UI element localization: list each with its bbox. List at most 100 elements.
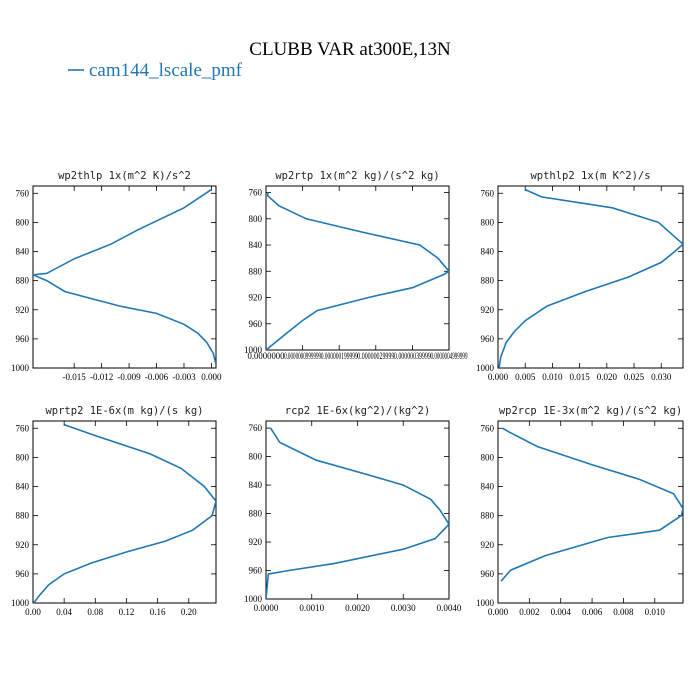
y-tick-label: 840 bbox=[16, 482, 30, 492]
panel-2: wp2rtp 1x(m^2 kg)/(s^2 kg) 760 800 840 880 92… bbox=[244, 170, 468, 361]
panel-title: rcp2 1E-6x(kg^2)/(kg^2) bbox=[285, 405, 430, 417]
y-tick-label: 760 bbox=[16, 423, 30, 433]
y-tick-label: 880 bbox=[249, 509, 263, 519]
panel-title: wp2rtp 1x(m^2 kg)/(s^2 kg) bbox=[275, 170, 439, 182]
x-tick-label: 0.002 bbox=[519, 607, 539, 617]
x-tick-label: -0.003 bbox=[172, 372, 196, 382]
x-tick-label: 0.0040 bbox=[437, 603, 462, 613]
y-tick-label: 840 bbox=[16, 247, 30, 257]
x-tick-label: 0.025 bbox=[624, 372, 645, 382]
y-tick-label: 920 bbox=[16, 540, 30, 550]
y-tick-label: 880 bbox=[16, 511, 30, 521]
x-tick-label: 0.0000000999999 bbox=[284, 351, 321, 361]
x-tick-label: 0.0030 bbox=[391, 603, 416, 613]
x-tick-label: 0.0010 bbox=[299, 603, 324, 613]
y-tick-label: 800 bbox=[481, 217, 495, 227]
y-tick-label: 920 bbox=[481, 540, 495, 550]
y-tick-label: 960 bbox=[481, 334, 495, 344]
panel-frame bbox=[32, 420, 217, 604]
x-tick-label: 0.020 bbox=[597, 372, 618, 382]
x-tick-label: 0.00 bbox=[25, 607, 41, 617]
x-tick-label: -0.009 bbox=[117, 372, 141, 382]
series-line bbox=[266, 427, 449, 599]
x-tick-label: 0.008 bbox=[613, 607, 634, 617]
y-tick-label: 880 bbox=[481, 276, 495, 286]
y-tick-label: 920 bbox=[249, 537, 263, 547]
y-tick-label: 920 bbox=[481, 305, 495, 315]
x-tick-label: 0.006 bbox=[582, 607, 603, 617]
y-tick-label: 960 bbox=[249, 566, 263, 576]
x-tick-label: 0.08 bbox=[87, 607, 103, 617]
panel-title: wprtp2 1E-6x(m kg)/(s kg) bbox=[45, 405, 203, 417]
figure-title: CLUBB VAR at300E,13N bbox=[249, 39, 451, 60]
y-tick-label: 960 bbox=[249, 319, 263, 329]
y-tick-label: 960 bbox=[481, 569, 495, 579]
y-tick-label: 800 bbox=[16, 452, 30, 462]
series-line bbox=[266, 192, 449, 350]
y-tick-label: 800 bbox=[249, 214, 263, 224]
y-tick-label: 960 bbox=[16, 569, 30, 579]
x-tick-label: 0.00000039999 bbox=[394, 351, 431, 361]
y-tick-label: 1000 bbox=[476, 598, 495, 608]
y-tick-label: 840 bbox=[249, 240, 263, 250]
x-tick-label: 0.04 bbox=[56, 607, 72, 617]
panel-title: wp2rcp 1E-3x(m^2 kg)/(s^2 kg) bbox=[499, 405, 682, 417]
x-tick-label: 0.12 bbox=[119, 607, 135, 617]
x-tick-label: 0.000 bbox=[488, 372, 509, 382]
panel-frame bbox=[497, 420, 684, 604]
x-tick-label: -0.012 bbox=[90, 372, 113, 382]
x-tick-label: 0.0020 bbox=[345, 603, 370, 613]
panel-title: wpthlp2 1x(m K^2)/s bbox=[530, 170, 650, 182]
series-line bbox=[33, 188, 216, 365]
y-tick-label: 1000 bbox=[244, 345, 263, 355]
panel-frame bbox=[265, 185, 450, 351]
panel-frame bbox=[32, 185, 217, 369]
panel-4: wprtp2 1E-6x(m kg)/(s kg) 760 800 840 880 920… bbox=[11, 405, 217, 617]
x-tick-label: 0.00000029999 bbox=[357, 351, 394, 361]
panel-title: wp2thlp 1x(m^2 K)/s^2 bbox=[58, 170, 191, 182]
x-tick-label: 0.005 bbox=[515, 372, 536, 382]
y-tick-label: 760 bbox=[16, 188, 30, 198]
y-tick-label: 1000 bbox=[476, 363, 495, 373]
y-tick-label: 840 bbox=[481, 482, 495, 492]
x-tick-label: 0.0000000 bbox=[248, 351, 285, 361]
y-tick-label: 840 bbox=[481, 247, 495, 257]
panel-frame bbox=[497, 185, 684, 369]
x-tick-label: 0.004 bbox=[551, 607, 572, 617]
x-tick-label: 0.0000 bbox=[254, 603, 279, 613]
y-tick-label: 760 bbox=[249, 188, 263, 198]
series-line bbox=[500, 427, 683, 582]
x-tick-label: 0.000 bbox=[488, 607, 509, 617]
y-tick-label: 840 bbox=[249, 480, 263, 490]
x-tick-label: 0.16 bbox=[150, 607, 166, 617]
y-tick-label: 880 bbox=[16, 276, 30, 286]
panel-1: wp2thlp 1x(m^2 K)/s^2 760 800 840 880 920 960 1… bbox=[11, 170, 222, 382]
y-tick-label: 1000 bbox=[244, 594, 263, 604]
x-tick-label: -0.006 bbox=[145, 372, 169, 382]
y-tick-label: 960 bbox=[16, 334, 30, 344]
x-tick-label: 0.000 bbox=[201, 372, 222, 382]
x-tick-label: 0.0000004999999 bbox=[431, 351, 468, 361]
x-tick-label: 0.010 bbox=[542, 372, 563, 382]
y-tick-label: 920 bbox=[249, 293, 263, 303]
x-tick-label: 0.015 bbox=[569, 372, 590, 382]
panel-5: rcp2 1E-6x(kg^2)/(kg^2) 760 800 840 880 920 96… bbox=[244, 405, 462, 613]
panel-6: wp2rcp 1E-3x(m^2 kg)/(s^2 kg) 760 800 840 88… bbox=[476, 405, 684, 617]
y-tick-label: 920 bbox=[16, 305, 30, 315]
x-tick-label: 0.030 bbox=[651, 372, 672, 382]
y-tick-label: 1000 bbox=[11, 363, 30, 373]
y-tick-label: 880 bbox=[249, 266, 263, 276]
y-tick-label: 880 bbox=[481, 511, 495, 521]
figure-legend: cam144_lscale_pmf bbox=[68, 60, 243, 81]
series-line bbox=[33, 423, 216, 603]
y-tick-label: 800 bbox=[481, 452, 495, 462]
y-tick-label: 760 bbox=[481, 188, 495, 198]
x-tick-label: -0.015 bbox=[63, 372, 87, 382]
panel-3: wpthlp2 1x(m K^2)/s 760 800 840 880 920 960 100… bbox=[476, 170, 684, 382]
y-tick-label: 760 bbox=[481, 423, 495, 433]
panels: wp2thlp 1x(m^2 K)/s^2 760 800 840 880 920 960 1… bbox=[11, 170, 684, 617]
y-tick-label: 1000 bbox=[11, 598, 30, 608]
x-tick-label: 0.000000199999 bbox=[321, 351, 358, 361]
x-tick-label: 0.010 bbox=[645, 607, 666, 617]
